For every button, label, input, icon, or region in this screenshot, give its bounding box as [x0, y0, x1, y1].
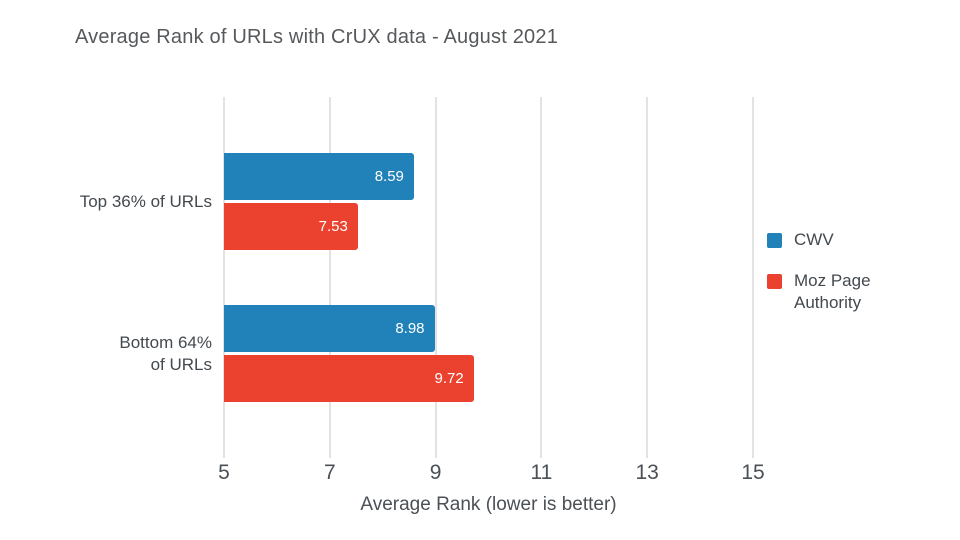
x-tick-label: 7 — [323, 461, 336, 484]
x-tick-label: 5 — [218, 461, 230, 484]
legend: CWV Moz Page Authority — [767, 229, 912, 333]
gridline — [223, 97, 225, 458]
x-tick-label: 11 — [530, 461, 553, 484]
bar-cwv-bottom-64-of-urls[interactable]: 8.98 — [224, 305, 435, 352]
bar-value-label: 8.59 — [374, 168, 404, 185]
plot-area: 5 7 9 11 13 15 8.59 7.53 8.98 9.72 — [218, 97, 765, 484]
gridline — [752, 97, 754, 458]
chart-title: Average Rank of URLs with CrUX data - Au… — [75, 26, 559, 48]
gridline — [328, 97, 331, 458]
legend-item-cwv[interactable]: CWV — [767, 229, 912, 251]
legend-item-moz-page-authority[interactable]: Moz Page Authority — [767, 270, 912, 314]
legend-label: CWV — [794, 230, 834, 249]
x-tick-label: 13 — [635, 461, 659, 484]
legend-swatch-moz-page-authority — [767, 274, 782, 289]
gridline — [434, 97, 437, 458]
category-label-top-36-of-urls: Top 36% of URLs — [79, 191, 212, 211]
bar-value-label: 8.98 — [395, 320, 425, 337]
x-tick-label: 15 — [741, 461, 765, 484]
bar-moz-page-authority-bottom-64-of-urls[interactable]: 9.72 — [224, 355, 474, 402]
gridline — [540, 97, 543, 458]
bar-value-label: 9.72 — [434, 370, 464, 387]
legend-label: Moz Page Authority — [794, 271, 871, 312]
bar-moz-page-authority-top-36-of-urls[interactable]: 7.53 — [224, 203, 358, 250]
category-label-bottom-64-of-urls: Bottom 64% of URLs — [119, 332, 212, 374]
gridline — [646, 97, 649, 458]
x-axis-title: Average Rank (lower is better) — [360, 494, 617, 515]
bar-value-label: 7.53 — [318, 218, 348, 235]
bar-cwv-top-36-of-urls[interactable]: 8.59 — [224, 153, 414, 200]
legend-swatch-cwv — [767, 233, 782, 248]
x-tick-label: 9 — [429, 461, 442, 484]
